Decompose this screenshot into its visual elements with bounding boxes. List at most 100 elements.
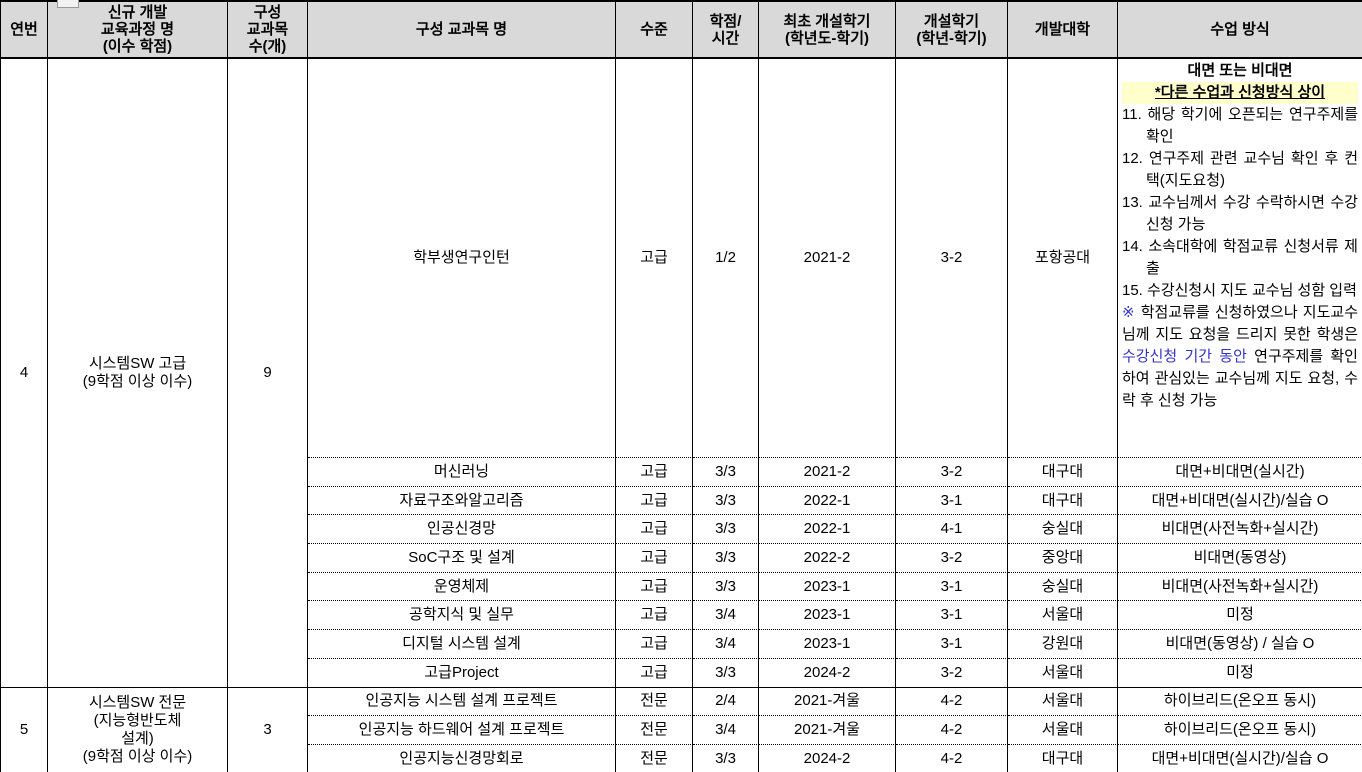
course-first-semester: 2024-2 xyxy=(759,657,896,687)
course-credit: 3/3 xyxy=(693,514,759,544)
course-university: 대구대 xyxy=(1008,457,1118,486)
note-blue-text: 수강신청 기간 동안 xyxy=(1122,348,1247,365)
course-name: 운영체제 xyxy=(308,571,616,601)
course-name: 디지털 시스템 설계 xyxy=(308,629,616,658)
course-university: 중앙대 xyxy=(1008,543,1118,572)
col-header-credit: 학점/ 시간 xyxy=(693,2,759,59)
group4-no: 4 xyxy=(1,59,48,687)
method-title: 대면 또는 비대면 xyxy=(1187,62,1293,79)
course-semester: 3-2 xyxy=(896,543,1008,572)
course-level: 고급 xyxy=(616,600,693,630)
course-semester: 3-1 xyxy=(896,571,1008,601)
course-first-semester: 2022-1 xyxy=(759,485,896,515)
group5-no: 5 xyxy=(1,686,48,772)
course-university: 서울대 xyxy=(1008,657,1118,687)
step-number: 12. xyxy=(1122,150,1143,167)
table-row: 디지털 시스템 설계 고급 3/4 2023-1 3-1 강원대 비대면(동영상… xyxy=(1,629,1362,658)
course-method: 비대면(사전녹화+실시간) xyxy=(1118,514,1362,543)
course-semester: 4-2 xyxy=(896,743,1008,772)
course-name: 인공신경망 xyxy=(308,514,616,544)
course-first-semester: 2024-2 xyxy=(759,743,896,772)
course-name: 공학지식 및 실무 xyxy=(308,600,616,630)
course-university: 대구대 xyxy=(1008,485,1118,515)
course-first-semester: 2021-2 xyxy=(759,59,896,457)
step-number: 15. xyxy=(1122,282,1143,299)
header-row: 연번 신규 개발 교육과정 명 (이수 학점) 구성 교과목 수(개) 구성 교… xyxy=(1,2,1362,59)
course-semester: 4-2 xyxy=(896,715,1008,744)
course-method: 비대면(사전녹화+실시간) xyxy=(1118,571,1362,601)
course-method: 대면+비대면(실시간)/실습 O xyxy=(1118,485,1362,515)
course-semester: 3-1 xyxy=(896,600,1008,630)
method-step: 13. 교수님께서 수강 수락하시면 수강신청 가능 xyxy=(1122,192,1358,236)
course-credit: 3/3 xyxy=(693,485,759,515)
col-header-no: 연번 xyxy=(1,2,48,59)
step-text: 소속대학에 학점교류 신청서류 제출 xyxy=(1146,238,1358,277)
step-number: 14. xyxy=(1122,238,1143,255)
course-credit: 3/4 xyxy=(693,715,759,744)
course-credit: 3/4 xyxy=(693,629,759,658)
course-level: 고급 xyxy=(616,629,693,658)
course-credit: 3/3 xyxy=(693,571,759,601)
course-first-semester: 2021-겨울 xyxy=(759,686,896,716)
page-edge-artifact xyxy=(57,0,79,8)
course-level: 고급 xyxy=(616,571,693,601)
col-header-level: 수준 xyxy=(616,2,693,59)
course-name: SoC구조 및 설계 xyxy=(308,543,616,572)
col-header-course-name: 구성 교과목 명 xyxy=(308,2,616,59)
col-header-university: 개발대학 xyxy=(1008,2,1118,59)
course-name: 학부생연구인턴 xyxy=(308,59,616,457)
course-semester: 3-2 xyxy=(896,457,1008,486)
course-level: 전문 xyxy=(616,743,693,772)
group4-name: 시스템SW 고급 (9학점 이상 이수) xyxy=(48,59,228,687)
method-highlight-note: *다른 수업과 신청방식 상이 xyxy=(1122,82,1358,104)
course-method: 하이브리드(온오프 동시) xyxy=(1118,686,1362,716)
table-row: SoC구조 및 설계 고급 3/3 2022-2 3-2 중앙대 비대면(동영상… xyxy=(1,543,1362,572)
table-row: 인공지능 하드웨어 설계 프로젝트 전문 3/4 2021-겨울 4-2 서울대… xyxy=(1,715,1362,744)
course-credit: 1/2 xyxy=(693,59,759,457)
step-text: 교수님께서 수강 수락하시면 수강신청 가능 xyxy=(1146,194,1358,233)
method-step: 11. 해당 학기에 오픈되는 연구주제를 확인 xyxy=(1122,104,1358,148)
course-method: 비대면(동영상) xyxy=(1118,543,1362,572)
col-header-course-count: 구성 교과목 수(개) xyxy=(228,2,308,59)
course-credit: 3/3 xyxy=(693,457,759,486)
course-method: 미정 xyxy=(1118,600,1362,629)
course-level: 전문 xyxy=(616,715,693,744)
course-university: 대구대 xyxy=(1008,743,1118,772)
method-step: 14. 소속대학에 학점교류 신청서류 제출 xyxy=(1122,236,1358,280)
course-level: 고급 xyxy=(616,543,693,572)
course-university: 강원대 xyxy=(1008,629,1118,658)
method-step: 12. 연구주제 관련 교수님 확인 후 컨택(지도요청) xyxy=(1122,148,1358,192)
table-row: 인공신경망 고급 3/3 2022-1 4-1 숭실대 비대면(사전녹화+실시간… xyxy=(1,514,1362,544)
course-method: 비대면(동영상) / 실습 O xyxy=(1118,629,1362,658)
course-method: 하이브리드(온오프 동시) xyxy=(1118,715,1362,744)
course-first-semester: 2021-2 xyxy=(759,457,896,486)
course-level: 고급 xyxy=(616,59,693,457)
course-method: 대면+비대면(실시간)/실습 O xyxy=(1118,743,1362,772)
course-semester: 4-1 xyxy=(896,514,1008,544)
course-name: 인공지능 시스템 설계 프로젝트 xyxy=(308,686,616,716)
course-semester: 3-2 xyxy=(896,59,1008,457)
course-name: 머신러닝 xyxy=(308,457,616,486)
note-text: 연구주제를 확인하여 관심있는 교수님께 지도 요청, 수락 후 신청 가능 xyxy=(1122,348,1358,409)
col-header-first-semester: 최초 개설학기 (학년도-학기) xyxy=(759,2,896,59)
course-method-detail: 대면 또는 비대면 *다른 수업과 신청방식 상이 11. 해당 학기에 오픈되… xyxy=(1118,59,1362,457)
course-first-semester: 2023-1 xyxy=(759,571,896,601)
table-row: 머신러닝 고급 3/3 2021-2 3-2 대구대 대면+비대면(실시간) xyxy=(1,457,1362,486)
course-credit: 3/3 xyxy=(693,657,759,687)
course-semester: 3-1 xyxy=(896,629,1008,658)
course-first-semester: 2023-1 xyxy=(759,600,896,630)
course-name: 자료구조와알고리즘 xyxy=(308,485,616,515)
course-first-semester: 2022-1 xyxy=(759,514,896,544)
table-row: 자료구조와알고리즘 고급 3/3 2022-1 3-1 대구대 대면+비대면(실… xyxy=(1,485,1362,515)
course-method: 대면+비대면(실시간) xyxy=(1118,457,1362,486)
group5-name: 시스템SW 전문 (지능형반도체 설계) (9학점 이상 이수) xyxy=(48,686,228,772)
course-first-semester: 2023-1 xyxy=(759,629,896,658)
note-marker: ※ xyxy=(1122,304,1136,321)
course-credit: 3/3 xyxy=(693,543,759,572)
course-level: 고급 xyxy=(616,657,693,687)
table-row: 운영체제 고급 3/3 2023-1 3-1 숭실대 비대면(사전녹화+실시간) xyxy=(1,571,1362,601)
course-level: 전문 xyxy=(616,686,693,716)
step-text: 연구주제 관련 교수님 확인 후 컨택(지도요청) xyxy=(1146,150,1358,189)
